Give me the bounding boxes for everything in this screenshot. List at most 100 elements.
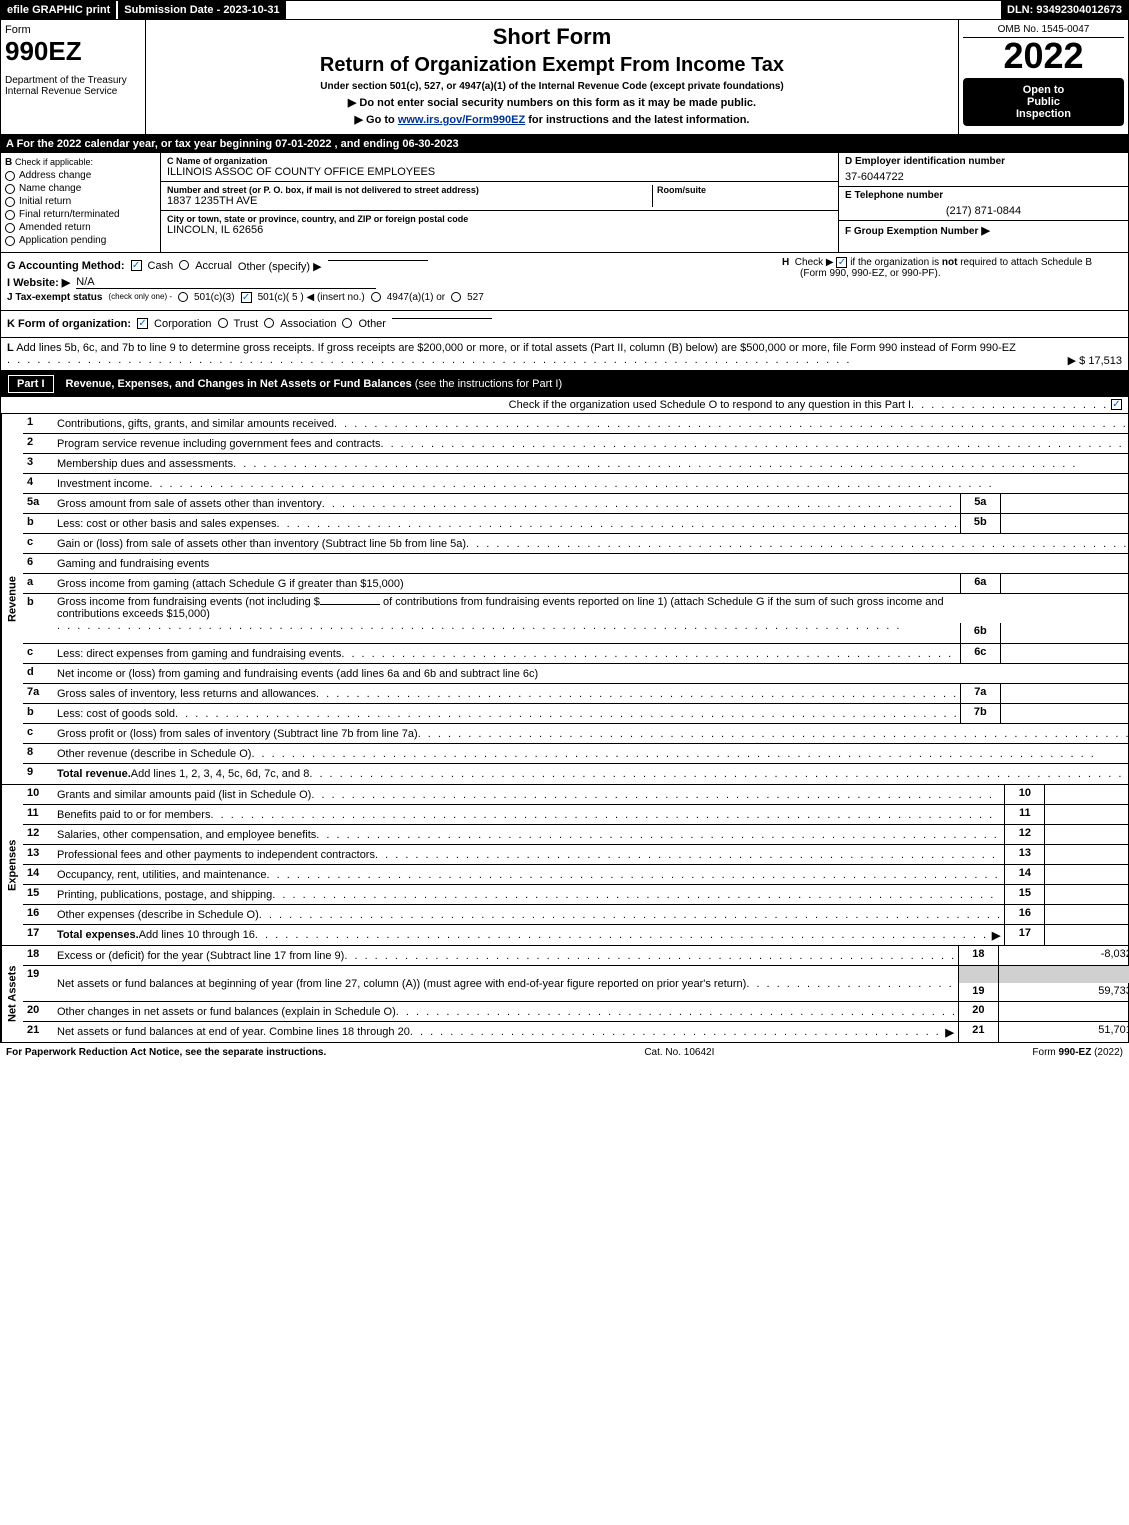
dept-label: Department of the Treasury: [5, 75, 141, 86]
submission-date-button[interactable]: Submission Date - 2023-10-31: [116, 1, 285, 19]
table-row: 8 Other revenue (describe in Schedule O)…: [23, 744, 1129, 764]
irs-label: Internal Revenue Service: [5, 86, 141, 97]
line-13-amount: 240: [1044, 845, 1129, 864]
section-b-checkboxes: B Check if applicable: Address change Na…: [1, 153, 161, 252]
revenue-table: Revenue 1 Contributions, gifts, grants, …: [0, 414, 1129, 785]
section-k: K Form of organization: ✓Corporation Tru…: [0, 311, 1129, 338]
header-left: Form 990EZ Department of the Treasury In…: [1, 20, 146, 134]
telephone-label: E Telephone number: [845, 190, 1122, 201]
header-right: OMB No. 1545-0047 2022 Open to Public In…: [958, 20, 1128, 134]
subtitle: Under section 501(c), 527, or 4947(a)(1)…: [154, 81, 950, 92]
line-6c-value: 0: [1000, 644, 1129, 663]
header-center: Short Form Return of Organization Exempt…: [146, 20, 958, 134]
table-row: 21 Net assets or fund balances at end of…: [23, 1022, 1129, 1042]
table-row: 14 Occupancy, rent, utilities, and maint…: [23, 865, 1129, 885]
other-org-checkbox[interactable]: [342, 318, 352, 328]
section-a-tax-year: A For the 2022 calendar year, or tax yea…: [0, 135, 1129, 153]
table-row: 3 Membership dues and assessments 3 9,81…: [23, 454, 1129, 474]
form-reference: Form 990-EZ (2022): [1032, 1047, 1123, 1058]
paperwork-reduction-notice: For Paperwork Reduction Act Notice, see …: [6, 1047, 326, 1058]
section-i: I Website: ▶ N/A: [7, 276, 772, 289]
accrual-checkbox[interactable]: [179, 260, 189, 270]
table-row: a Gross income from gaming (attach Sched…: [23, 574, 1129, 594]
expenses-vertical-label: Expenses: [1, 785, 23, 945]
name-change-checkbox[interactable]: [5, 184, 15, 194]
org-name-label: C Name of organization: [167, 156, 832, 166]
corporation-checkbox[interactable]: ✓: [137, 318, 148, 329]
arrow-icon: ▶: [981, 225, 989, 237]
application-pending-checkbox[interactable]: [5, 236, 15, 246]
catalog-number: Cat. No. 10642I: [644, 1047, 714, 1058]
table-row: b Less: cost of goods sold 7b 0: [23, 704, 1129, 724]
table-row: 20 Other changes in net assets or fund b…: [23, 1002, 1129, 1022]
section-h: H Check ▶ ✓ if the organization is not r…: [782, 257, 1122, 279]
address-change-checkbox[interactable]: [5, 171, 15, 181]
table-row: 1 Contributions, gifts, grants, and simi…: [23, 414, 1129, 434]
initial-return-checkbox[interactable]: [5, 197, 15, 207]
527-checkbox[interactable]: [451, 292, 461, 302]
501c-checkbox[interactable]: ✓: [241, 292, 252, 303]
table-row: c Gross profit or (loss) from sales of i…: [23, 724, 1129, 744]
line-19-amount: 59,733: [998, 983, 1129, 1001]
final-return-checkbox[interactable]: [5, 210, 15, 220]
line-5b-value: 0: [1000, 514, 1129, 533]
top-bar: efile GRAPHIC print Submission Date - 20…: [0, 0, 1129, 20]
501c3-checkbox[interactable]: [178, 292, 188, 302]
return-title: Return of Organization Exempt From Incom…: [154, 54, 950, 77]
page-footer: For Paperwork Reduction Act Notice, see …: [0, 1043, 1129, 1062]
section-j: J Tax-exempt status (check only one) - 5…: [7, 292, 772, 303]
schedule-o-check-line: Check if the organization used Schedule …: [0, 397, 1129, 414]
group-exemption-label: F Group Exemption Number: [845, 226, 978, 237]
amended-return-checkbox[interactable]: [5, 223, 15, 233]
form-number: 990EZ: [5, 36, 141, 67]
addr-value: 1837 1235TH AVE: [167, 195, 652, 207]
line-14-amount: [1044, 865, 1129, 884]
table-row: 9 Total revenue. Add lines 1, 2, 3, 4, 5…: [23, 764, 1129, 784]
table-row: 4 Investment income 4 0: [23, 474, 1129, 494]
table-row: 7a Gross sales of inventory, less return…: [23, 684, 1129, 704]
part-1-header: Part I Revenue, Expenses, and Changes in…: [0, 371, 1129, 397]
telephone-value: (217) 871-0844: [845, 201, 1122, 217]
line-16-amount: 11,546: [1044, 905, 1129, 924]
schedule-o-checkbox[interactable]: ✓: [1111, 399, 1122, 410]
cash-checkbox[interactable]: ✓: [131, 260, 142, 271]
section-c-org-name-addr: C Name of organization ILLINOIS ASSOC OF…: [161, 153, 838, 252]
sections-g-through-l: G Accounting Method: ✓Cash Accrual Other…: [0, 253, 1129, 311]
schedule-b-checkbox[interactable]: ✓: [836, 257, 847, 268]
line-7b-value: 0: [1000, 704, 1129, 723]
4947-checkbox[interactable]: [371, 292, 381, 302]
table-row: 10 Grants and similar amounts paid (list…: [23, 785, 1129, 805]
table-row: 11 Benefits paid to or for members 11 2,…: [23, 805, 1129, 825]
table-row: 6 Gaming and fundraising events: [23, 554, 1129, 574]
line-6b-value: 0: [1000, 623, 1129, 643]
website-value: N/A: [76, 276, 376, 289]
efile-print-button[interactable]: efile GRAPHIC print: [1, 1, 116, 19]
association-checkbox[interactable]: [264, 318, 274, 328]
ein-value: 37-6044722: [845, 167, 1122, 183]
line-15-amount: [1044, 885, 1129, 904]
addr-label: Number and street (or P. O. box, if mail…: [167, 185, 652, 195]
trust-checkbox[interactable]: [218, 318, 228, 328]
org-info-grid: B Check if applicable: Address change Na…: [0, 153, 1129, 253]
line-10-amount: 11,509: [1044, 785, 1129, 804]
form-header: Form 990EZ Department of the Treasury In…: [0, 20, 1129, 135]
goto-instruction: ▶ Go to www.irs.gov/Form990EZ for instru…: [154, 113, 950, 126]
ein-label: D Employer identification number: [845, 156, 1122, 167]
line-17-amount: 25,545: [1044, 925, 1129, 945]
tax-year: 2022: [963, 38, 1124, 74]
part-1-label: Part I: [8, 375, 54, 393]
net-assets-table: Net Assets 18 Excess or (deficit) for th…: [0, 946, 1129, 1043]
irs-link[interactable]: www.irs.gov/Form990EZ: [398, 114, 525, 126]
table-row: 15 Printing, publications, postage, and …: [23, 885, 1129, 905]
table-row: b Less: cost or other basis and sales ex…: [23, 514, 1129, 534]
line-21-amount: 51,701: [998, 1022, 1129, 1042]
city-label: City or town, state or province, country…: [167, 214, 832, 224]
table-row: b Gross income from fundraising events (…: [23, 594, 1129, 644]
org-name-value: ILLINOIS ASSOC OF COUNTY OFFICE EMPLOYEE…: [167, 166, 832, 178]
expenses-table: Expenses 10 Grants and similar amounts p…: [0, 785, 1129, 946]
open-to-public-badge: Open to Public Inspection: [963, 78, 1124, 126]
section-l: L Add lines 5b, 6c, and 7b to line 9 to …: [0, 338, 1129, 371]
form-label: Form: [5, 24, 141, 36]
part-1-title: Revenue, Expenses, and Changes in Net As…: [66, 378, 412, 390]
table-row: d Net income or (loss) from gaming and f…: [23, 664, 1129, 684]
